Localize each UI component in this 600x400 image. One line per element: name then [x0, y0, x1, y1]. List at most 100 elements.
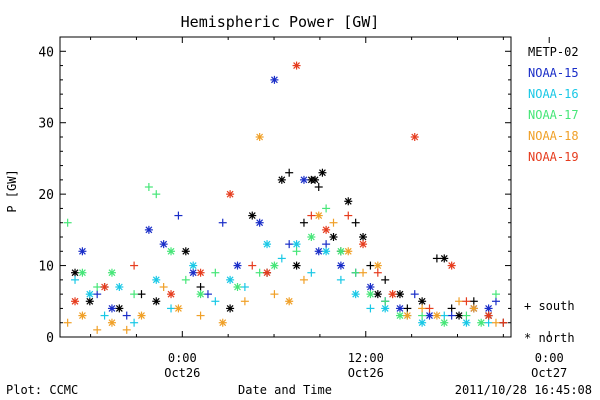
data-point-north [359, 233, 368, 241]
series-noaa-19 [71, 61, 508, 327]
data-point-south [299, 275, 308, 284]
data-point-north [381, 304, 390, 313]
data-point-north [462, 318, 471, 327]
data-point-north [285, 297, 294, 306]
data-point-north [336, 247, 345, 256]
data-point-south [418, 304, 427, 313]
data-point-south [71, 275, 80, 284]
data-point-south [240, 283, 249, 291]
data-point-south [93, 290, 102, 299]
data-point-south [130, 318, 139, 327]
data-point-south [462, 311, 471, 320]
data-point-south [211, 268, 220, 277]
data-point-south [403, 304, 412, 313]
data-point-south [410, 290, 419, 299]
data-point-north [233, 261, 242, 270]
data-point-south [277, 254, 286, 263]
data-point-north [314, 247, 323, 256]
data-point-north [152, 297, 161, 306]
y-tick-label: 30 [38, 117, 54, 132]
data-point-south [432, 254, 441, 263]
data-point-south [122, 325, 131, 334]
data-point-north [322, 225, 331, 234]
data-point-north [115, 283, 124, 291]
data-point-north [218, 318, 227, 327]
data-point-south [344, 211, 353, 220]
data-point-north [292, 240, 301, 249]
data-point-south [359, 268, 368, 277]
data-point-north [255, 133, 264, 141]
legend-entry: NOAA-16 [528, 87, 579, 101]
data-point-south [203, 290, 212, 299]
data-point-north [137, 311, 146, 320]
x-tick-time-label: 12:00 [348, 351, 384, 365]
data-point-north [78, 311, 87, 320]
data-point-south [373, 268, 382, 277]
data-point-south [447, 304, 456, 313]
data-point-south [100, 311, 109, 320]
data-point-north [152, 275, 161, 284]
data-point-north [336, 261, 345, 270]
data-point-south [93, 325, 102, 334]
legend-entry: NOAA-15 [528, 66, 579, 80]
data-point-south [499, 318, 508, 327]
data-point-north [395, 311, 404, 320]
y-axis: 0 10 20 30 40 [38, 45, 511, 346]
data-point-south [469, 297, 478, 306]
data-point-south [455, 297, 464, 306]
data-point-north [85, 290, 94, 299]
data-point-north [71, 268, 80, 277]
data-point-north [107, 318, 116, 327]
data-point-south [255, 268, 264, 277]
data-point-north [373, 261, 382, 270]
y-tick-label: 20 [38, 188, 54, 203]
marker-legend-entry: * north [524, 331, 575, 345]
data-point-north [167, 290, 176, 299]
series-noaa-15 [78, 75, 500, 320]
data-point-south [491, 297, 500, 306]
x-tick-date-label: Oct27 [531, 366, 567, 380]
x-tick-date-label: Oct26 [348, 366, 384, 380]
series-noaa-16 [71, 240, 493, 327]
data-point-south [285, 168, 294, 177]
data-point-north [263, 268, 272, 277]
data-point-south [322, 240, 331, 249]
data-point-north [425, 311, 434, 320]
legend: METP-02 NOAA-15 NOAA-16 NOAA-17 NOAA-18 NOAA-… [528, 45, 579, 164]
data-point-north [329, 233, 338, 241]
data-point-south [307, 211, 316, 220]
data-point-north [292, 61, 301, 70]
data-point-north [189, 268, 198, 277]
data-point-north [351, 290, 360, 299]
data-point-south [174, 211, 183, 220]
data-point-north [373, 290, 382, 299]
data-point-south [122, 311, 131, 320]
data-point-south [248, 261, 257, 270]
plot-frame [59, 36, 512, 338]
data-point-north [107, 268, 116, 277]
data-point-north [181, 247, 190, 256]
data-point-north [196, 268, 205, 277]
data-point-south [211, 297, 220, 306]
data-point-south [366, 261, 375, 270]
data-point-north [418, 318, 427, 327]
data-point-north [270, 261, 279, 270]
data-point-south [322, 204, 331, 213]
data-point-south [270, 290, 279, 299]
data-point-south [351, 218, 360, 227]
data-point-north [167, 247, 176, 256]
data-point-south [130, 261, 139, 270]
data-point-south [159, 283, 168, 291]
data-point-south [440, 311, 449, 320]
data-points [63, 61, 508, 334]
data-point-north [248, 211, 257, 220]
data-point-north [189, 261, 198, 270]
data-point-north [233, 283, 242, 291]
data-point-north [366, 290, 375, 299]
legend-entry: NOAA-18 [528, 129, 579, 143]
x-tick-time-label: 0:00 [168, 351, 197, 365]
data-point-south [63, 318, 72, 327]
data-point-north [344, 197, 353, 206]
legend-entry: NOAA-19 [528, 150, 579, 164]
data-point-south [484, 318, 493, 327]
